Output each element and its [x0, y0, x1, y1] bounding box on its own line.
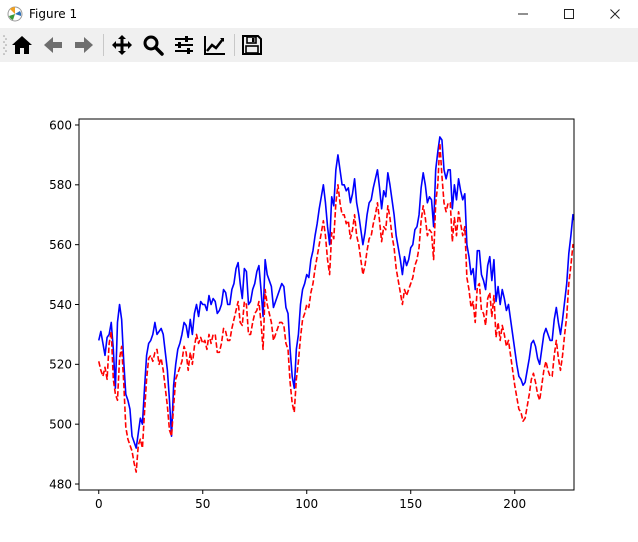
back-arrow-icon — [44, 37, 62, 53]
forward-arrow-icon — [75, 37, 93, 53]
y-tick-label: 580 — [49, 178, 72, 192]
close-icon — [610, 9, 620, 19]
series-dashed-line — [97, 142, 574, 473]
home-icon — [12, 36, 32, 54]
x-tick-label: 50 — [195, 497, 210, 511]
toolbar-grip — [3, 35, 7, 55]
toolbar-separator — [234, 34, 235, 56]
x-tick-label: 0 — [95, 497, 103, 511]
home-button[interactable] — [9, 32, 35, 58]
y-tick-label: 500 — [49, 417, 72, 431]
minimize-icon — [518, 13, 528, 15]
series-solid-line — [97, 136, 574, 449]
y-tick-label: 520 — [49, 358, 72, 372]
minimize-button[interactable] — [500, 0, 546, 28]
close-button[interactable] — [592, 0, 638, 28]
navigation-toolbar — [0, 28, 638, 63]
y-tick-label: 560 — [49, 238, 72, 252]
maximize-button[interactable] — [546, 0, 592, 28]
window-title: Figure 1 — [29, 7, 78, 21]
configure-subplots-button[interactable] — [171, 32, 197, 58]
zoom-button[interactable] — [140, 32, 166, 58]
save-button[interactable] — [239, 32, 265, 58]
x-tick-label: 100 — [295, 497, 318, 511]
forward-button[interactable] — [71, 32, 97, 58]
toolbar-separator — [103, 34, 104, 56]
matplotlib-icon — [7, 6, 23, 22]
title-bar: Figure 1 — [0, 0, 638, 29]
line-chart: 0 50 100 150 200 480 500 520 540 560 580 600 — [49, 118, 575, 511]
edit-axis-button[interactable] — [202, 32, 228, 58]
back-button[interactable] — [40, 32, 66, 58]
y-tick-label: 600 — [49, 118, 72, 132]
pan-icon — [112, 35, 132, 55]
save-icon — [242, 35, 262, 55]
x-tick-label: 150 — [399, 497, 422, 511]
y-tick-label: 540 — [49, 298, 72, 312]
configure-subplots-icon — [175, 36, 193, 54]
maximize-icon — [564, 9, 574, 19]
zoom-icon — [143, 35, 164, 56]
figure-canvas[interactable]: 0 50 100 150 200 480 500 520 540 560 580 600 — [0, 62, 638, 538]
pan-button[interactable] — [109, 32, 135, 58]
y-tick-label: 480 — [49, 477, 72, 491]
x-tick-label: 200 — [503, 497, 526, 511]
edit-axis-icon — [204, 36, 225, 55]
